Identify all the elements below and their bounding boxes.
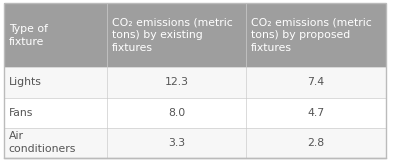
Bar: [4, 67, 386, 98]
Text: 2.8: 2.8: [307, 138, 324, 148]
Bar: [4, 3, 386, 67]
Text: CO₂ emissions (metric
tons) by proposed
fixtures: CO₂ emissions (metric tons) by proposed …: [251, 18, 372, 53]
Text: 7.4: 7.4: [307, 77, 324, 87]
Bar: [4, 98, 386, 128]
Text: Fans: Fans: [8, 108, 33, 118]
Text: 8.0: 8.0: [168, 108, 185, 118]
Bar: [4, 128, 386, 158]
Text: Air
conditioners: Air conditioners: [8, 131, 76, 154]
Text: Lights: Lights: [8, 77, 42, 87]
Text: 3.3: 3.3: [168, 138, 185, 148]
Text: 4.7: 4.7: [307, 108, 324, 118]
Text: Type of
fixture: Type of fixture: [8, 24, 48, 47]
Text: 12.3: 12.3: [165, 77, 189, 87]
Text: CO₂ emissions (metric
tons) by existing
fixtures: CO₂ emissions (metric tons) by existing …: [112, 18, 232, 53]
